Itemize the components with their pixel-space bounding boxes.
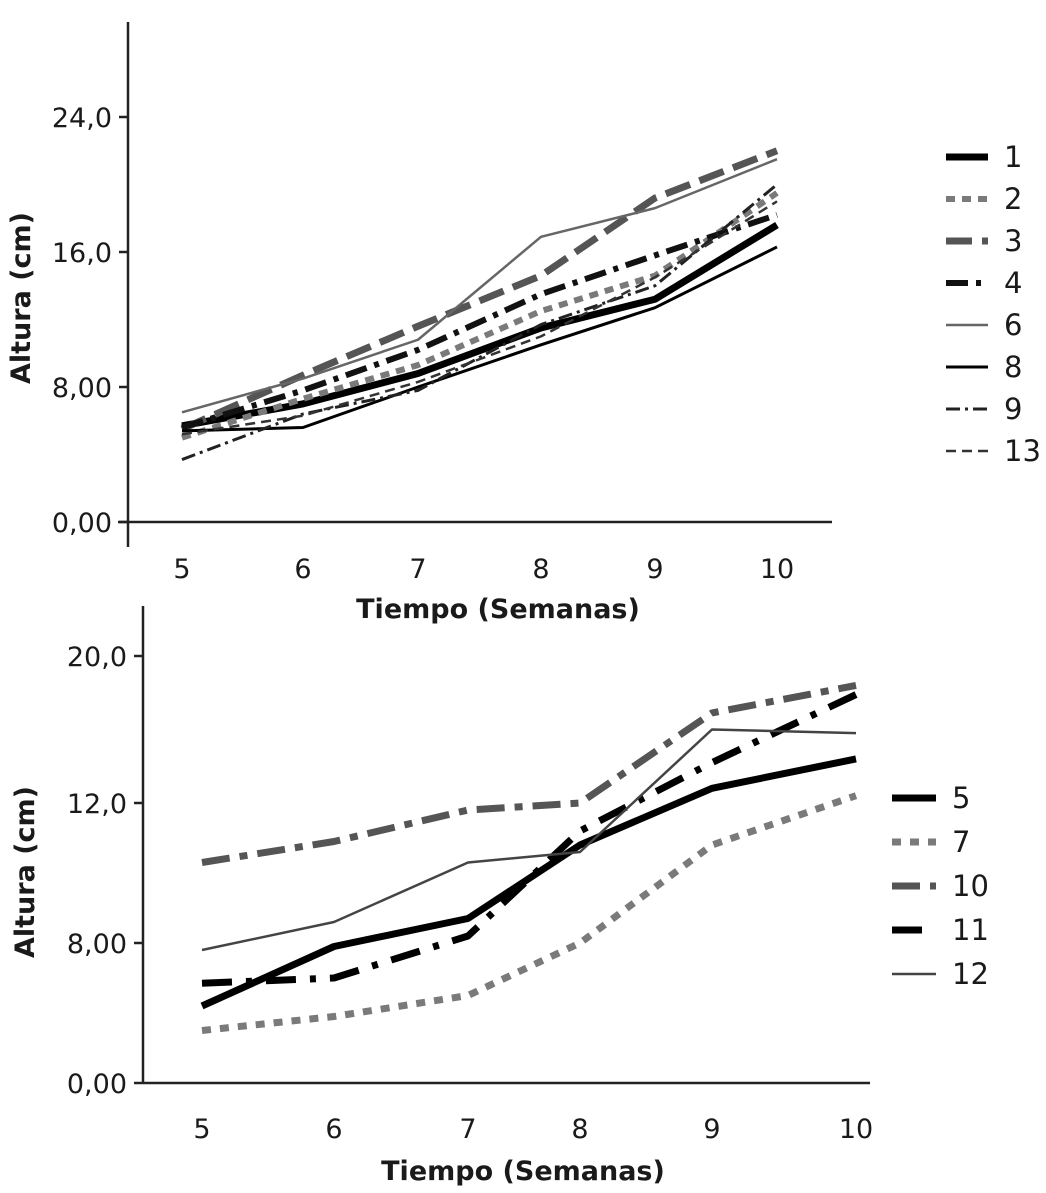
x-tick-label: 7 (459, 1114, 476, 1145)
x-axis-label: Tiempo (Semanas) (356, 594, 640, 625)
y-axis-label: Altura (cm) (10, 786, 41, 958)
x-tick-label: 9 (646, 554, 663, 585)
y-tick-label: 12,0 (67, 789, 127, 820)
legend-label-8: 8 (1004, 350, 1022, 384)
x-tick-label: 6 (294, 554, 311, 585)
series-line-1 (181, 222, 779, 430)
y-axis-label: Altura (cm) (6, 212, 37, 384)
legend-label-11: 11 (952, 913, 989, 947)
legend-label-9: 9 (1004, 392, 1022, 426)
y-tick-label: 0,00 (52, 508, 112, 539)
legend: 1 2 3 4 6 8 9 13 (946, 140, 1041, 468)
series-line-8 (181, 245, 778, 433)
chart-bottom: 0,00 8,00 12,0 20,0 5 6 7 8 9 10 Altura (cm) Tie… (10, 606, 989, 1187)
x-tick-label: 10 (839, 1114, 873, 1145)
y-tick-label: 20,0 (67, 642, 127, 673)
x-tick-label: 8 (571, 1114, 588, 1145)
series-line-4 (181, 212, 778, 431)
legend-label-1: 1 (1004, 140, 1022, 174)
x-tick-label: 5 (193, 1114, 210, 1145)
series-line-6 (181, 158, 778, 414)
y-tick-label: 0,00 (67, 1069, 127, 1100)
x-tick-label: 7 (409, 554, 426, 585)
y-tick-label: 8,00 (52, 373, 112, 404)
x-tick-label: 9 (703, 1114, 720, 1145)
legend-label-4: 4 (1004, 266, 1022, 300)
legend-label-3: 3 (1004, 224, 1022, 258)
x-tick-label: 5 (173, 554, 190, 585)
x-tick-label: 6 (325, 1114, 342, 1145)
legend-label-10: 10 (952, 869, 989, 903)
legend-label-6: 6 (1004, 308, 1022, 342)
y-tick-label: 8,00 (67, 929, 127, 960)
series-line-7 (201, 792, 858, 1034)
legend-label-5: 5 (952, 781, 970, 815)
legend-label-7: 7 (952, 825, 970, 859)
series-line-9 (181, 183, 778, 461)
legend-label-2: 2 (1004, 182, 1022, 216)
legend-label-12: 12 (952, 957, 989, 991)
legend-label-13: 13 (1004, 434, 1041, 468)
series-line-11 (201, 691, 858, 987)
chart-top: 0,00 8,00 16,0 24,0 5 6 7 8 9 10 Altura (cm) Tie… (6, 22, 1041, 625)
y-tick-label: 24,0 (52, 103, 112, 134)
legend: 5 7 10 11 12 (892, 781, 989, 991)
series-line-10 (201, 681, 857, 866)
y-tick-label: 16,0 (52, 238, 112, 269)
x-tick-label: 10 (760, 554, 794, 585)
x-axis-label: Tiempo (Semanas) (381, 1156, 665, 1187)
series-line-12 (201, 728, 857, 952)
series-line-5 (200, 755, 857, 1010)
x-tick-label: 8 (532, 554, 549, 585)
series-line-13 (181, 200, 778, 436)
